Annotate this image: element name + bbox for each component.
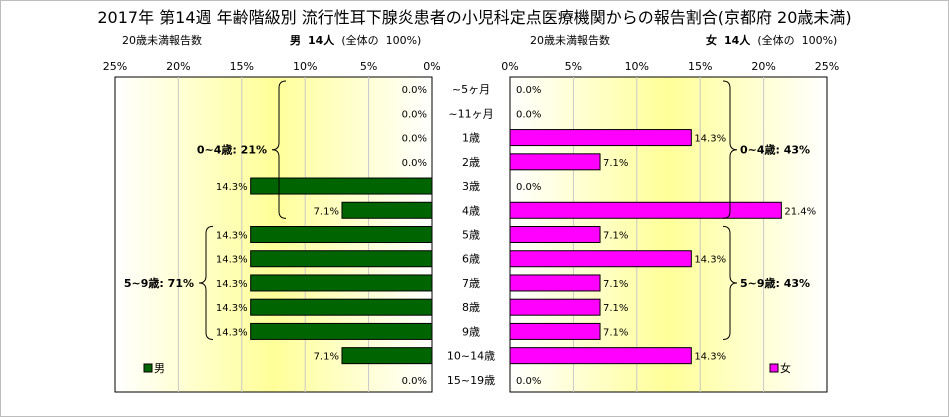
female-bar (509, 322, 601, 340)
female-bar (509, 201, 782, 219)
male-data-label: 0.0% (402, 134, 427, 145)
male-age-group-label: 0~4歳: 21% (197, 143, 267, 157)
female-tick-label: 25% (815, 60, 839, 73)
female-tick-label: 10% (625, 60, 649, 73)
female-bar (509, 250, 692, 268)
female-data-label: 7.1% (603, 279, 628, 290)
male-data-label: 14.3% (216, 327, 248, 338)
male-data-label: 0.0% (402, 109, 427, 120)
female-age-group-brace (722, 225, 738, 341)
male-count-summary: 男 14人 (全体の 100%) (290, 32, 421, 48)
female-age-group-brace (722, 80, 738, 219)
category-label: 7歳 (462, 277, 480, 290)
male-data-label: 7.1% (314, 206, 339, 217)
male-data-label: 7.1% (314, 352, 339, 363)
male-tick-label: 5% (360, 60, 377, 73)
male-count-value: 14人 (308, 34, 335, 47)
female-tick-label: 15% (688, 60, 712, 73)
female-data-label: 7.1% (603, 303, 628, 314)
male-age-group-brace (198, 225, 214, 341)
male-tick-label: 25% (103, 60, 127, 73)
female-data-label: 0.0% (516, 109, 541, 120)
male-data-label: 0.0% (402, 376, 427, 387)
male-age-group-label: 5~9歳: 71% (124, 276, 194, 290)
male-legend-swatch (143, 363, 153, 373)
category-label: 9歳 (462, 325, 480, 338)
male-ratio-label: (全体の (341, 34, 379, 47)
female-bar (509, 347, 692, 365)
male-data-label: 14.3% (216, 255, 248, 266)
female-data-label: 7.1% (603, 327, 628, 338)
female-bar (509, 274, 601, 292)
female-bar (509, 226, 601, 243)
male-bar (341, 201, 433, 219)
male-bar (250, 250, 433, 268)
male-bar (250, 177, 433, 195)
female-data-label: 0.0% (516, 376, 541, 387)
female-count-label: 20歳未満報告数 (530, 34, 610, 47)
male-bar (250, 298, 433, 316)
female-bar (509, 153, 601, 171)
female-ratio-value: 100%) (801, 34, 838, 47)
female-count-value: 14人 (724, 34, 751, 47)
male-bar (250, 274, 433, 292)
male-count-label: 20歳未満報告数 (122, 34, 202, 47)
male-data-label: 14.3% (216, 231, 248, 242)
category-label: 8歳 (462, 301, 480, 314)
female-bar (509, 129, 692, 147)
chart-title: 2017年 第14週 年齢階級別 流行性耳下腺炎患者の小児科定点医療機関からの報… (97, 8, 852, 27)
category-label: 15~19歳 (447, 374, 495, 387)
female-data-label: 0.0% (516, 182, 541, 193)
male-bar (341, 347, 433, 365)
male-sex-label: 男 (290, 34, 301, 47)
female-legend-swatch (769, 363, 779, 373)
female-data-label: 14.3% (694, 134, 726, 145)
female-age-group-label: 5~9歳: 43% (740, 276, 810, 290)
male-age-group-brace (271, 80, 287, 219)
male-data-label: 0.0% (402, 158, 427, 169)
female-data-label: 21.4% (784, 206, 816, 217)
category-label: 2歳 (462, 156, 480, 169)
female-data-label: 0.0% (516, 85, 541, 96)
female-ratio-label: (全体の (757, 34, 795, 47)
female-tick-label: 5% (565, 60, 582, 73)
male-bar (250, 322, 433, 340)
male-ratio-value: 100%) (385, 34, 422, 47)
male-bar (250, 226, 433, 243)
male-data-label: 0.0% (402, 85, 427, 96)
category-label: 3歳 (462, 180, 480, 193)
male-data-label: 14.3% (216, 303, 248, 314)
category-label: 6歳 (462, 253, 480, 266)
female-data-label: 14.3% (694, 352, 726, 363)
male-tick-label: 20% (166, 60, 190, 73)
category-label: ~5ヶ月 (452, 83, 490, 96)
male-tick-label: 15% (230, 60, 254, 73)
female-data-label: 14.3% (694, 255, 726, 266)
category-label: 5歳 (462, 229, 480, 242)
female-age-group-label: 0~4歳: 43% (740, 143, 810, 157)
female-data-label: 7.1% (603, 158, 628, 169)
male-tick-label: 0% (423, 60, 440, 73)
male-data-label: 14.3% (216, 182, 248, 193)
male-tick-label: 10% (293, 60, 317, 73)
female-legend-label: 女 (780, 361, 791, 375)
female-count-summary: 女 14人 (全体の 100%) (706, 32, 837, 48)
category-label: 4歳 (462, 204, 480, 217)
male-data-label: 14.3% (216, 279, 248, 290)
category-label: 10~14歳 (447, 350, 495, 363)
category-label: ~11ヶ月 (448, 107, 493, 120)
male-legend-label: 男 (154, 362, 165, 375)
female-tick-label: 0% (501, 60, 518, 73)
female-data-label: 7.1% (603, 231, 628, 242)
female-bar (509, 298, 601, 316)
category-label: 1歳 (462, 132, 480, 145)
female-sex-label: 女 (706, 34, 717, 47)
female-tick-label: 20% (751, 60, 775, 73)
